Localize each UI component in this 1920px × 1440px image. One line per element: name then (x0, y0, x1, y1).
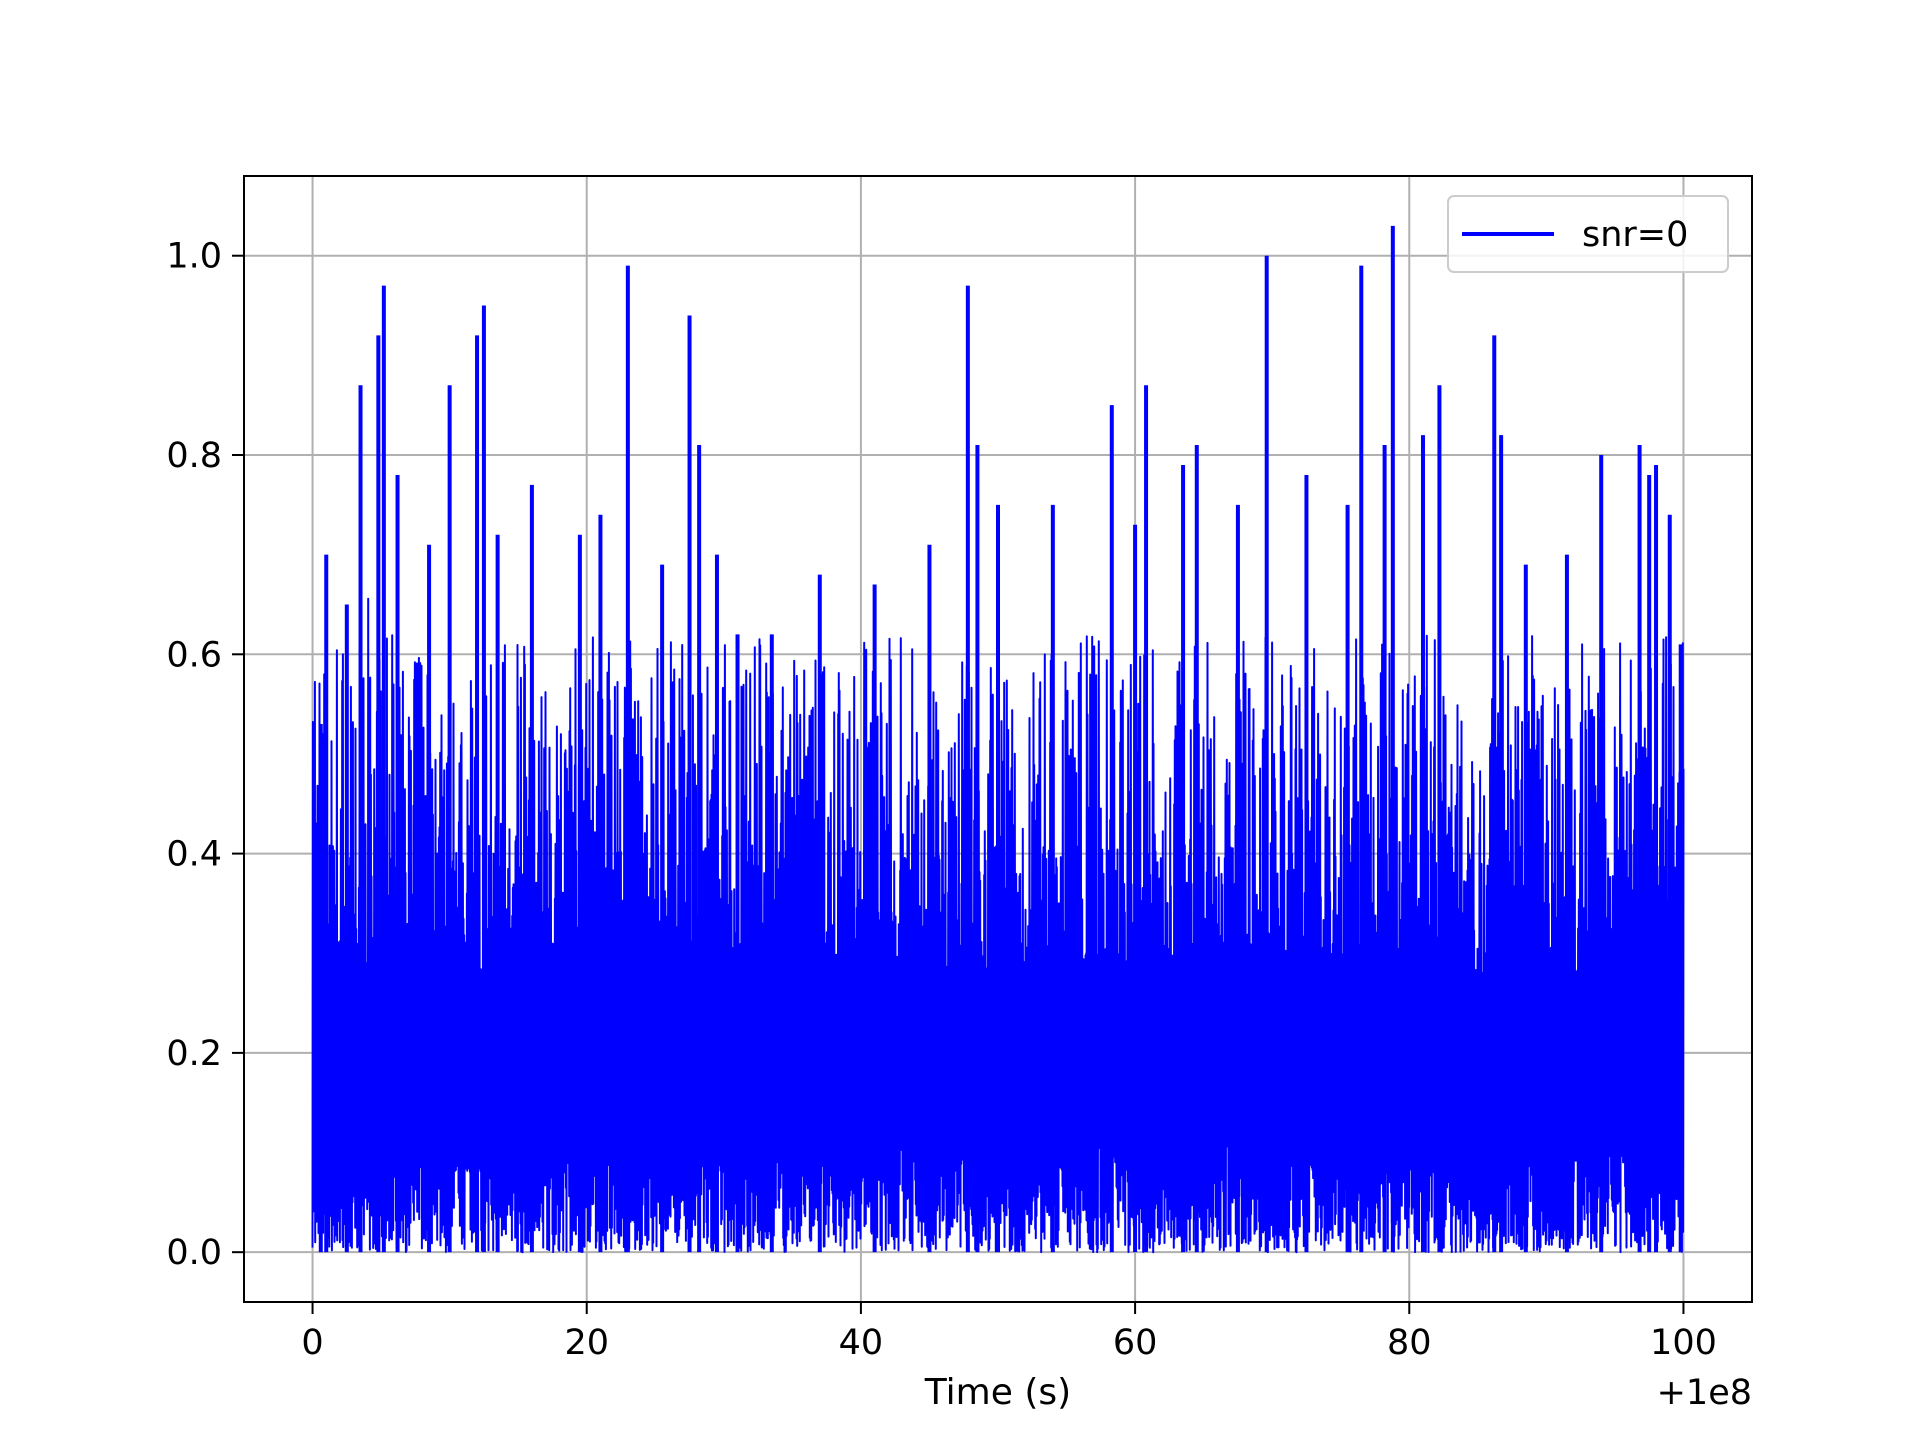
x-tick-label: 20 (564, 1323, 609, 1363)
x-tick-label: 100 (1650, 1323, 1717, 1363)
x-tick-label: 60 (1113, 1323, 1158, 1363)
plot-frame (243, 175, 1753, 1303)
x-tick-label: 40 (839, 1323, 884, 1363)
x-offset-label: +1e8 (1657, 1373, 1752, 1413)
legend: snr=0 (1447, 195, 1729, 273)
legend-box (1447, 195, 1729, 273)
y-tick-label: 0.8 (166, 436, 222, 476)
y-tick-label: 0.0 (166, 1233, 222, 1273)
x-tick-label: 80 (1387, 1323, 1432, 1363)
axis-ticks: 0 20 40 60 80 100 0.0 0.2 0.4 0.6 0.8 1.0 (166, 237, 1717, 1363)
plot-series (311, 225, 1685, 1254)
x-tick-label: 0 (301, 1323, 323, 1363)
x-axis-title: Time (s) (924, 1372, 1071, 1413)
y-tick-label: 0.2 (166, 1034, 222, 1074)
y-tick-label: 0.4 (166, 835, 222, 875)
legend-label: snr=0 (1582, 215, 1688, 255)
y-tick-label: 1.0 (166, 237, 222, 277)
y-tick-label: 0.6 (166, 635, 222, 675)
